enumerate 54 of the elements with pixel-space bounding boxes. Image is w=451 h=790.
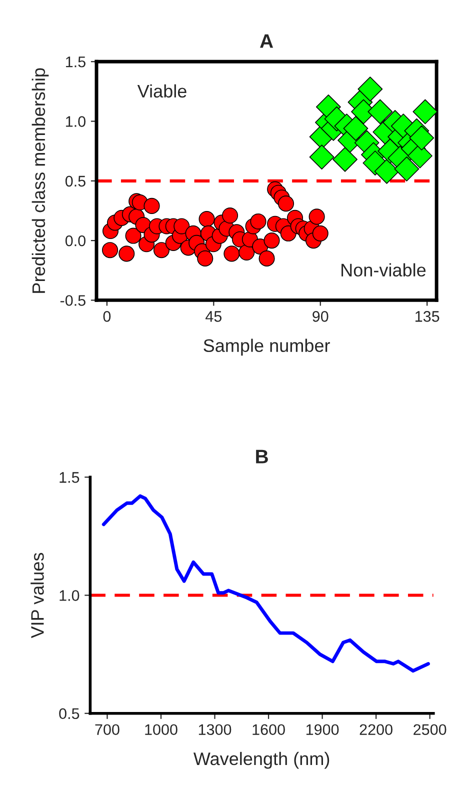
point xyxy=(250,213,266,230)
point xyxy=(409,126,434,150)
x-tick-label: 90 xyxy=(312,311,328,322)
point xyxy=(258,250,275,266)
x-tick-label: 2500 xyxy=(414,724,446,736)
x-tick-label: 1900 xyxy=(306,724,339,736)
point xyxy=(174,218,190,234)
x-tick-label: 135 xyxy=(416,311,440,322)
point xyxy=(312,225,328,242)
y-tick-label: -0.5 xyxy=(60,295,86,306)
y-axis-title: Predicted class membership xyxy=(32,68,49,293)
chart-title: B xyxy=(256,450,268,464)
point xyxy=(368,99,393,124)
y-axis-title: VIP values xyxy=(30,552,44,638)
chart-title: A xyxy=(260,34,274,48)
annotation: Non-viable xyxy=(342,263,426,277)
x-tick-label: 2200 xyxy=(360,724,392,736)
y-tick-label: 1.5 xyxy=(66,56,86,68)
point xyxy=(264,232,280,249)
x-axis-title: Wavelength (nm) xyxy=(193,752,330,769)
point xyxy=(238,244,255,261)
point xyxy=(412,99,437,124)
point xyxy=(308,208,325,225)
point xyxy=(332,146,358,172)
point xyxy=(153,242,170,258)
y-tick-label: 0.0 xyxy=(65,235,86,246)
y-tick-label: 0.5 xyxy=(59,708,80,720)
point xyxy=(144,198,160,214)
point xyxy=(197,250,214,266)
point xyxy=(343,116,368,141)
point xyxy=(374,158,400,184)
x-tick-label: 1000 xyxy=(145,724,178,736)
y-tick-label: 1.5 xyxy=(60,472,80,483)
point xyxy=(309,144,334,170)
x-tick-label: 0 xyxy=(103,311,111,322)
point xyxy=(394,156,420,182)
point xyxy=(278,196,294,212)
point xyxy=(118,246,135,262)
x-tick-label: 700 xyxy=(95,724,120,736)
point xyxy=(102,242,118,258)
point xyxy=(224,246,240,262)
x-tick-label: 1300 xyxy=(198,724,232,736)
y-tick-label: 0.5 xyxy=(65,176,86,187)
x-tick-label: 1600 xyxy=(252,724,285,736)
point xyxy=(358,76,383,102)
y-tick-label: 1.0 xyxy=(66,116,86,127)
annotation: Viable xyxy=(137,84,186,98)
y-tick-label: 1.0 xyxy=(60,590,80,601)
x-tick-label: 45 xyxy=(206,311,222,322)
x-axis-title: Sample number xyxy=(204,338,330,356)
point xyxy=(222,207,238,224)
point xyxy=(198,211,215,228)
line-series xyxy=(102,494,430,673)
point xyxy=(125,228,142,244)
